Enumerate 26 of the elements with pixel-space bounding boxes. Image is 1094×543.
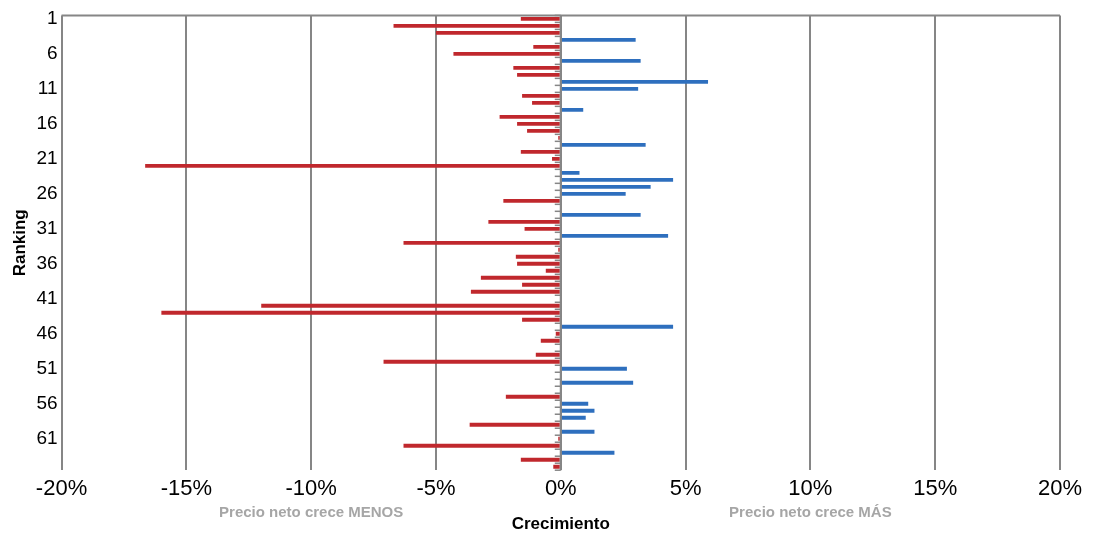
y-tick-label: 1 [46, 7, 58, 29]
y-tick-label: 6 [46, 42, 58, 64]
y-tick-label: 61 [36, 426, 58, 448]
x-axis-title: Crecimiento [511, 514, 610, 534]
x-tick-label: 10% [788, 475, 833, 501]
x-tick-label: -10% [285, 475, 337, 501]
x-tick-label: -15% [160, 475, 213, 501]
x-tick-label: 20% [1037, 475, 1083, 501]
y-tick-label: 16 [36, 112, 58, 134]
y-tick-label: 46 [36, 321, 58, 343]
x-tick-label: -20% [35, 475, 88, 501]
text: Precio neto crece MÁS [729, 503, 892, 521]
y-tick-label: 11 [37, 77, 58, 99]
y-tick-label: 56 [36, 391, 58, 413]
y-tick-label: 21 [36, 147, 58, 169]
text: Precio neto crece MENOS [219, 503, 404, 521]
x-tick-label: -5% [416, 475, 456, 501]
y-tick-label: 31 [36, 217, 58, 239]
y-tick-label: 51 [36, 356, 58, 378]
x-tick-label: 5% [669, 475, 702, 501]
x-tick-label: 15% [913, 475, 958, 501]
y-tick-label: 41 [36, 287, 58, 309]
y-axis-title: Ranking [9, 209, 29, 277]
x-tick-label: 0% [544, 475, 577, 501]
y-tick-label: 26 [36, 182, 58, 204]
y-tick-label: 36 [36, 252, 58, 274]
